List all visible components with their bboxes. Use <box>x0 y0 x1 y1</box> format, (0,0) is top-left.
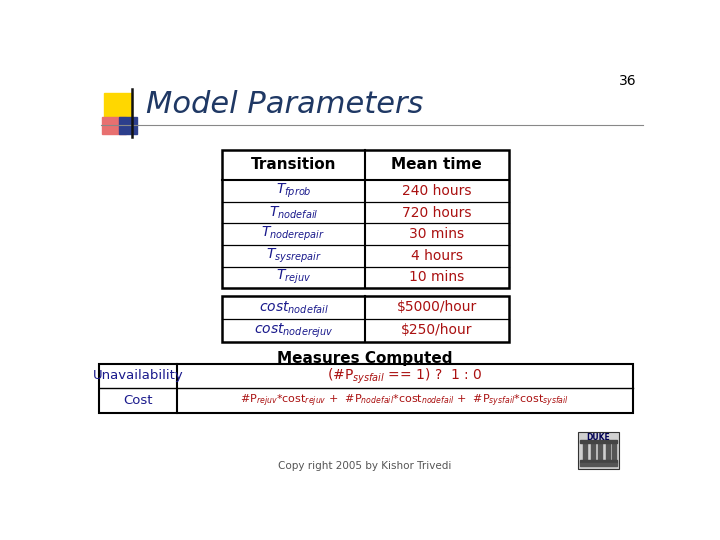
Bar <box>583 443 587 461</box>
Text: $cost_{noderejuv}$: $cost_{noderejuv}$ <box>253 321 333 340</box>
Text: 720 hours: 720 hours <box>402 206 472 220</box>
Text: Transition: Transition <box>251 157 336 172</box>
Bar <box>99 363 632 413</box>
Text: (#P$_{sysfail}$ == 1) ?  1 : 0: (#P$_{sysfail}$ == 1) ? 1 : 0 <box>327 366 482 386</box>
Text: $T_{rejuv}$: $T_{rejuv}$ <box>276 268 311 286</box>
Text: Cost: Cost <box>123 394 153 407</box>
Text: 4 hours: 4 hours <box>411 249 463 263</box>
Text: #P$_{rejuv}$*cost$_{rejuv}$ +  #P$_{nodefail}$*cost$_{nodefail}$ +  #P$_{sysfail: #P$_{rejuv}$*cost$_{rejuv}$ + #P$_{nodef… <box>240 393 570 409</box>
Text: $5000/hour: $5000/hour <box>397 300 477 314</box>
Text: $cost_{nodefail}$: $cost_{nodefail}$ <box>258 299 328 315</box>
Text: Copy right 2005 by Kishor Trivedi: Copy right 2005 by Kishor Trivedi <box>279 461 452 471</box>
Text: $T_{noderepair}$: $T_{noderepair}$ <box>261 225 325 244</box>
Text: $T_{sysrepair}$: $T_{sysrepair}$ <box>266 247 321 265</box>
Bar <box>120 117 137 134</box>
Text: 36: 36 <box>618 74 636 88</box>
Bar <box>590 443 595 461</box>
Text: $T_{fprob}$: $T_{fprob}$ <box>276 182 311 200</box>
Text: $250/hour: $250/hour <box>401 323 472 338</box>
Text: 10 mins: 10 mins <box>409 271 464 285</box>
Bar <box>580 460 617 463</box>
Bar <box>598 443 602 461</box>
Bar <box>578 432 618 469</box>
Text: 240 hours: 240 hours <box>402 184 472 198</box>
Text: Model Parameters: Model Parameters <box>145 90 423 119</box>
Text: 30 mins: 30 mins <box>409 227 464 241</box>
Bar <box>222 150 508 288</box>
Text: DUKE: DUKE <box>587 433 611 442</box>
Bar <box>580 440 617 443</box>
Text: Measures Computed: Measures Computed <box>277 351 453 366</box>
Bar <box>222 296 508 342</box>
Text: Mean time: Mean time <box>392 157 482 172</box>
Bar <box>104 92 132 120</box>
Bar <box>606 443 610 461</box>
Bar <box>612 443 616 461</box>
Text: Unavailability: Unavailability <box>93 369 184 382</box>
Text: $T_{nodefail}$: $T_{nodefail}$ <box>269 205 318 221</box>
Bar <box>580 463 617 466</box>
Bar <box>102 117 126 134</box>
